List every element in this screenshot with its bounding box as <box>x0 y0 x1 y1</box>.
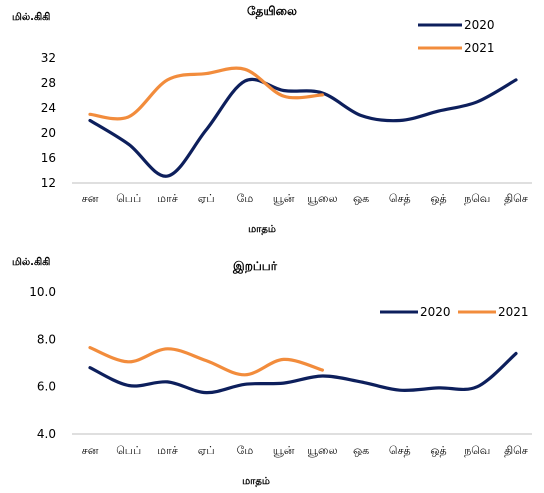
tea-x-axis: சன பெப் மாச் ஏப் மே யூன் யூலை ஒக செத் ஒத் நவெ திசெ <box>82 192 528 205</box>
tea-plot-area <box>88 66 518 178</box>
tea-x-tick-label: ஏப் <box>198 192 215 205</box>
tea-x-tick-label: ஒத் <box>430 192 446 205</box>
tea-x-tick-label: ஒக <box>353 192 369 205</box>
tea-x-tick-label: மே <box>237 192 254 205</box>
tea-y-axis: 12 16 20 24 28 32 <box>41 51 56 190</box>
rubber-x-tick-label: பெப் <box>116 444 141 457</box>
tea-x-tick-label: யூலை <box>307 192 337 205</box>
tea-x-tick-label: மாச் <box>157 192 178 205</box>
tea-legend-label-2021: 2021 <box>464 41 495 55</box>
rubber-series-line-2020 <box>88 351 518 395</box>
rubber-x-tick-label: ஏப் <box>198 444 215 457</box>
rubber-chart: மில்.கிகி இறப்பர் 2020 2021 4.0 6.0 8.0 10.… <box>12 256 532 487</box>
tea-y-tick-label: 28 <box>41 76 56 90</box>
tea-x-tick-label: பெப் <box>116 192 141 205</box>
rubber-y-axis: 4.0 6.0 8.0 10.0 <box>29 285 56 441</box>
rubber-x-tick-label: செத் <box>389 444 411 457</box>
rubber-x-tick-label: ஒக <box>353 444 369 457</box>
rubber-legend-label-2021: 2021 <box>498 305 529 319</box>
tea-series-line-2020 <box>88 77 518 178</box>
tea-x-axis-title: மாதம் <box>248 224 276 235</box>
tea-series-line-2021 <box>88 66 324 121</box>
rubber-plot-area <box>88 346 518 395</box>
rubber-x-tick-label: நவெ <box>464 444 490 457</box>
tea-legend-label-2020: 2020 <box>464 18 495 32</box>
rubber-x-tick-label: திசெ <box>504 444 528 457</box>
rubber-y-tick-label: 10.0 <box>29 285 56 299</box>
rubber-x-tick-label: ஒத் <box>430 444 446 457</box>
tea-y-tick-label: 20 <box>41 126 56 140</box>
tea-x-tick-label: சன <box>82 192 99 205</box>
rubber-x-tick-label: மே <box>237 444 254 457</box>
tea-legend: 2020 2021 <box>418 18 495 55</box>
tea-y-tick-label: 24 <box>41 101 56 115</box>
rubber-y-tick-label: 6.0 <box>37 380 56 394</box>
rubber-series-line-2021 <box>88 346 324 377</box>
rubber-x-tick-label: மாச் <box>157 444 178 457</box>
rubber-y-unit-label: மில்.கிகி <box>12 256 50 268</box>
rubber-chart-title: இறப்பர் <box>232 259 278 274</box>
rubber-x-axis: சன பெப் மாச் ஏப் மே யூன் யூலை ஒக செத் ஒத் நவெ திசெ <box>82 444 528 457</box>
rubber-x-tick-label: யூன் <box>273 444 295 457</box>
tea-x-tick-label: செத் <box>389 192 411 205</box>
tea-y-tick-label: 12 <box>41 176 56 190</box>
tea-x-tick-label: திசெ <box>504 192 528 205</box>
rubber-x-axis-title: மாதம் <box>242 476 270 487</box>
rubber-y-tick-label: 4.0 <box>37 427 56 441</box>
tea-chart: மில்.கிகி தேயிலை 2020 2021 121620242832 … <box>12 4 532 235</box>
tea-y-tick-label: 32 <box>41 51 56 65</box>
rubber-x-tick-label: சன <box>82 444 99 457</box>
rubber-y-tick-label: 8.0 <box>37 332 56 346</box>
rubber-legend: 2020 2021 <box>380 305 529 319</box>
rubber-legend-label-2020: 2020 <box>420 305 451 319</box>
tea-chart-title: தேயிலை <box>247 4 297 19</box>
tea-y-tick-label: 16 <box>41 151 56 165</box>
rubber-x-tick-label: யூலை <box>307 444 337 457</box>
tea-x-tick-label: நவெ <box>464 192 490 205</box>
tea-x-tick-label: யூன் <box>273 192 295 205</box>
tea-y-unit-label: மில்.கிகி <box>12 11 50 23</box>
